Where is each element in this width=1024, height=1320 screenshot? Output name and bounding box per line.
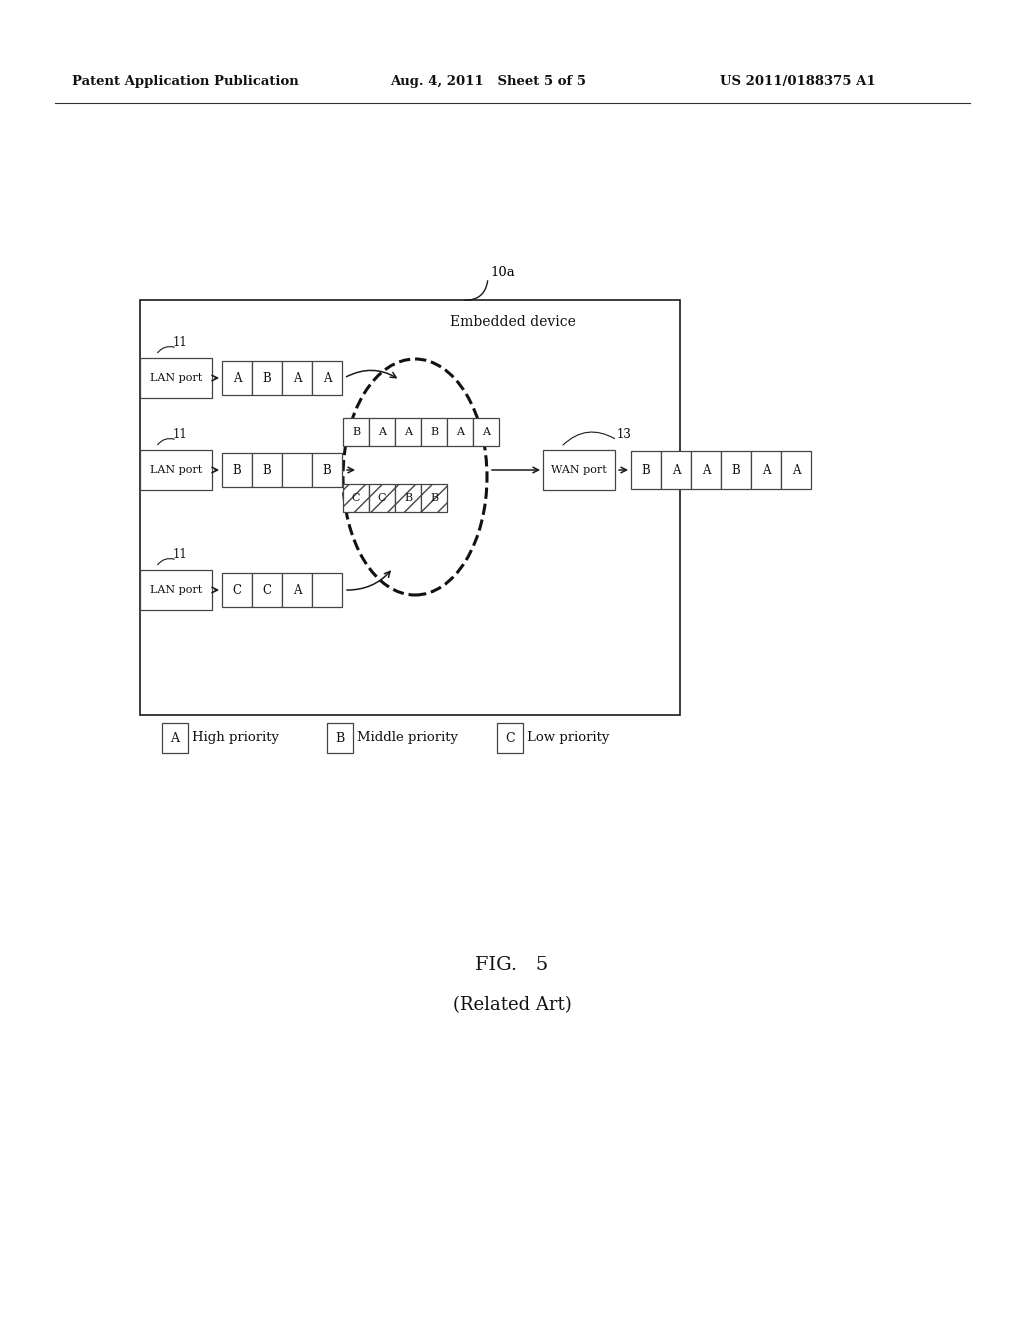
Bar [140, 358, 212, 399]
Bar [312, 573, 342, 607]
Text: (Related Art): (Related Art) [453, 997, 571, 1014]
Bar [343, 484, 369, 512]
Text: A: A [232, 371, 242, 384]
Text: A: A [762, 463, 770, 477]
Bar [312, 453, 342, 487]
Text: 11: 11 [173, 548, 187, 561]
Bar [447, 418, 473, 446]
Text: WAN port: WAN port [551, 465, 607, 475]
Text: A: A [293, 583, 301, 597]
Bar [140, 570, 212, 610]
Bar [252, 573, 282, 607]
Bar [327, 723, 353, 752]
Text: A: A [378, 426, 386, 437]
Bar [222, 453, 252, 487]
Text: FIG.   5: FIG. 5 [475, 956, 549, 974]
Text: B: B [430, 426, 438, 437]
Bar [662, 451, 691, 488]
Text: Patent Application Publication: Patent Application Publication [72, 75, 299, 88]
Bar [282, 453, 312, 487]
Text: A: A [171, 731, 179, 744]
Text: LAN port: LAN port [150, 374, 202, 383]
Bar [395, 418, 421, 446]
Text: C: C [262, 583, 271, 597]
Text: B: B [262, 463, 271, 477]
Bar [222, 573, 252, 607]
Bar [312, 360, 342, 395]
Text: A: A [792, 463, 800, 477]
Bar [751, 451, 781, 488]
Bar [252, 360, 282, 395]
Bar [497, 723, 523, 752]
Bar [369, 484, 395, 512]
Text: C: C [378, 492, 386, 503]
Bar [282, 573, 312, 607]
Bar [691, 451, 721, 488]
Text: Embedded device: Embedded device [450, 315, 575, 329]
Bar [543, 450, 615, 490]
Text: High priority: High priority [193, 731, 279, 744]
Text: A: A [456, 426, 464, 437]
Bar [781, 451, 811, 488]
Bar [369, 418, 395, 446]
Text: LAN port: LAN port [150, 465, 202, 475]
Bar [282, 360, 312, 395]
Text: Middle priority: Middle priority [357, 731, 458, 744]
Text: B: B [352, 426, 360, 437]
Text: B: B [232, 463, 242, 477]
Text: A: A [404, 426, 412, 437]
Text: 11: 11 [173, 335, 187, 348]
Text: A: A [323, 371, 331, 384]
Bar [140, 450, 212, 490]
Text: B: B [323, 463, 332, 477]
Text: A: A [701, 463, 711, 477]
Text: US 2011/0188375 A1: US 2011/0188375 A1 [720, 75, 876, 88]
Bar [421, 418, 447, 446]
Text: LAN port: LAN port [150, 585, 202, 595]
Bar [473, 418, 499, 446]
Bar [140, 300, 680, 715]
Text: B: B [430, 492, 438, 503]
Text: B: B [731, 463, 740, 477]
Text: Low priority: Low priority [527, 731, 609, 744]
Text: A: A [293, 371, 301, 384]
Bar [222, 360, 252, 395]
Text: Aug. 4, 2011   Sheet 5 of 5: Aug. 4, 2011 Sheet 5 of 5 [390, 75, 586, 88]
Text: B: B [403, 492, 412, 503]
Text: B: B [336, 731, 345, 744]
Text: B: B [642, 463, 650, 477]
Bar [631, 451, 662, 488]
Bar [343, 418, 369, 446]
Text: B: B [262, 371, 271, 384]
Bar [421, 484, 447, 512]
Text: A: A [672, 463, 680, 477]
Bar [721, 451, 751, 488]
Text: 10a: 10a [490, 265, 515, 279]
Text: C: C [232, 583, 242, 597]
Ellipse shape [343, 359, 487, 595]
Text: C: C [505, 731, 515, 744]
Bar [162, 723, 188, 752]
Text: 11: 11 [173, 428, 187, 441]
Text: 13: 13 [617, 428, 632, 441]
Text: C: C [352, 492, 360, 503]
Bar [252, 453, 282, 487]
Bar [395, 484, 421, 512]
Text: A: A [482, 426, 490, 437]
